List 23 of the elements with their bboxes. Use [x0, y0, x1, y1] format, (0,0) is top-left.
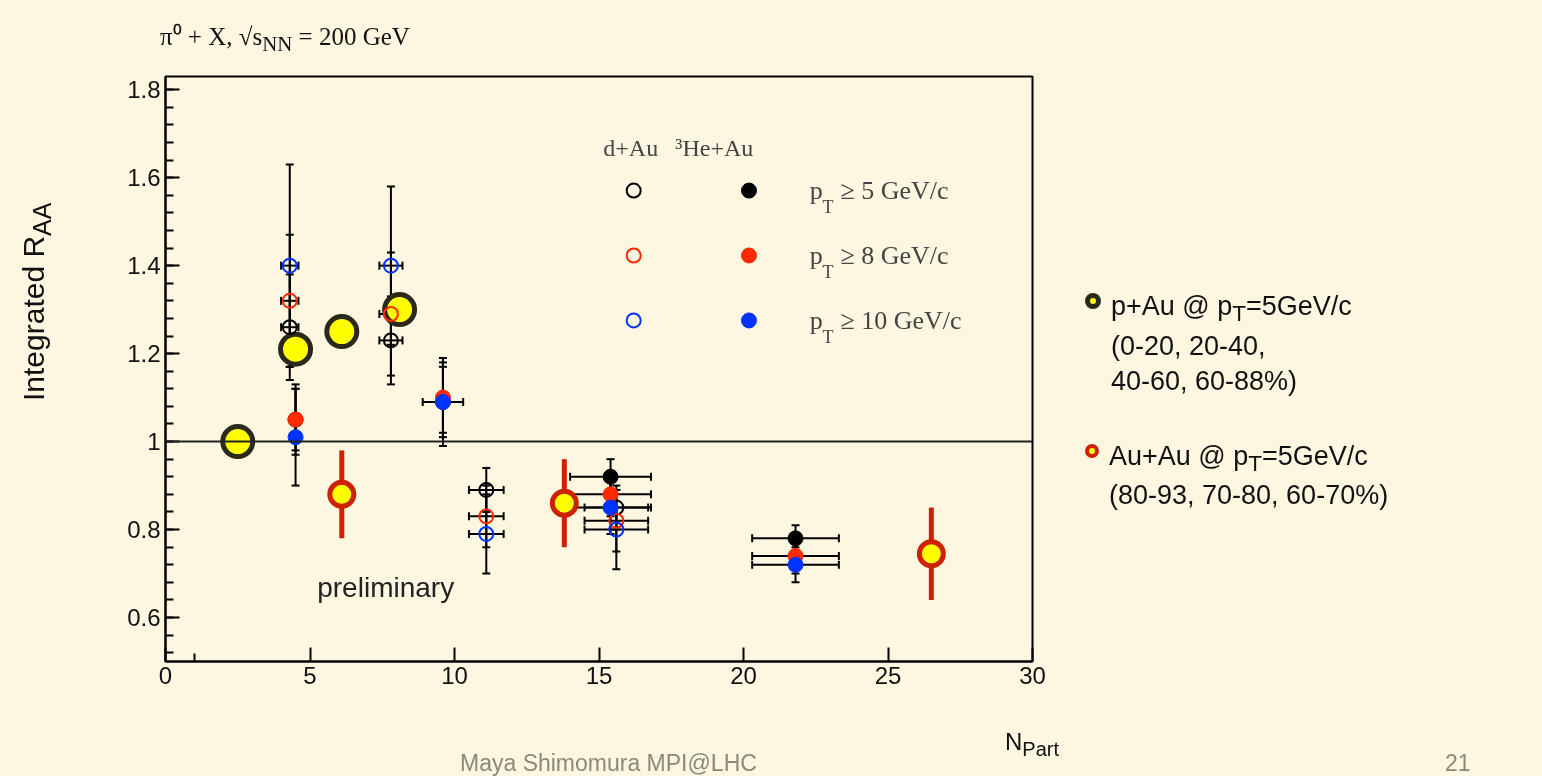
y-tick-label: 1.8: [127, 76, 161, 104]
text: 21: [1445, 749, 1471, 776]
y-tick-label: 1.6: [127, 164, 161, 192]
x-tick-label: 25: [874, 661, 902, 689]
annotation: d+Au: [603, 135, 659, 162]
legend-label: p+Au @ p$_{T}$=5GeV/c (0-20, 20-40, 40-60, 60-88%): [1111, 290, 1352, 398]
x-tick-label: 20: [730, 661, 757, 689]
y-tick-label: 1.4: [127, 252, 161, 280]
text: Maya Shimomura MPI@LHC: [460, 749, 757, 776]
y-tick-label: 1.2: [127, 340, 161, 368]
annotation: ³He+Au: [675, 135, 754, 162]
x-axis-title: N$_{Part}$: [1005, 727, 1060, 762]
x-tick-label: 10: [441, 661, 468, 689]
x-tick-label: 30: [1019, 661, 1046, 689]
y-tick-label: 0.6: [127, 604, 161, 632]
x-tick-label: 15: [585, 661, 613, 689]
y-tick-label: 1: [147, 428, 161, 456]
x-tick-label: 0: [158, 661, 173, 689]
chart-title: π⁰ + X, √s$_{NN}$ = 200 GeV: [160, 22, 410, 58]
legend-label: Au+Au @ p$_{T}$=5GeV/c (80-93, 70-80, 60-70%): [1109, 439, 1389, 513]
annotation: preliminary: [317, 572, 455, 603]
x-tick-label: 5: [303, 661, 317, 689]
y-tick-label: 0.8: [127, 516, 161, 544]
